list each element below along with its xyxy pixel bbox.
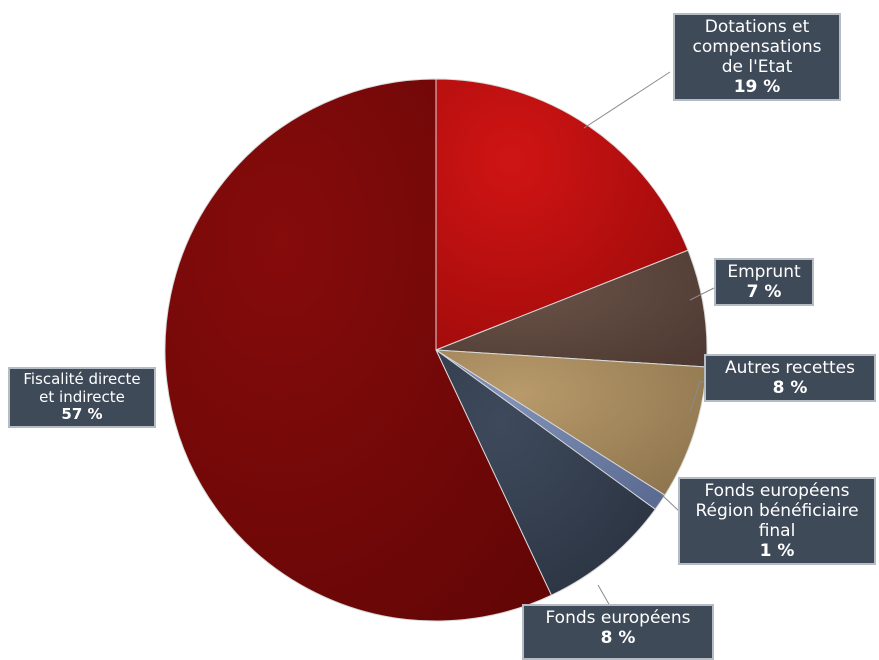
slice-label-emprunt: Emprunt 7 % [714,258,814,307]
leader-line-fonds-region [661,494,681,513]
slice-label-percent: 1 % [759,541,795,562]
slice-label-dotations: Dotations et compensations de l'Etat 19 … [673,13,841,102]
slice-label-text: Autres recettes [725,358,855,378]
slice-label-fonds-europeens-region: Fonds européens Région bénéficiaire fina… [678,477,876,566]
slice-label-percent: 57 % [61,405,103,424]
slice-label-text: Dotations et compensations de l'Etat [692,17,822,78]
leader-line-fonds-europeens [597,584,611,607]
pie-slice-fonds-europeens [435,349,656,596]
slice-label-text: Emprunt [727,262,801,282]
leader-line-dotations [583,71,671,129]
slice-label-text: Fonds européens Région bénéficiaire fina… [695,481,859,542]
slice-label-percent: 8 % [772,378,808,399]
slice-label-percent: 8 % [600,628,636,649]
pie-slice-dotations [435,78,689,351]
slice-label-text: Fonds européens [545,608,691,628]
slice-label-fiscalite: Fiscalité directe et indirecte 57 % [8,367,156,429]
slice-label-fonds-europeens: Fonds européens 8 % [522,604,714,660]
leader-line-emprunt [689,287,715,301]
slice-label-text: Fiscalité directe et indirecte [23,370,141,406]
slice-label-percent: 7 % [746,282,782,303]
slice-label-percent: 19 % [733,77,781,98]
pie-slice-fiscalite [164,78,553,622]
slice-label-autres-recettes: Autres recettes 8 % [704,354,876,403]
